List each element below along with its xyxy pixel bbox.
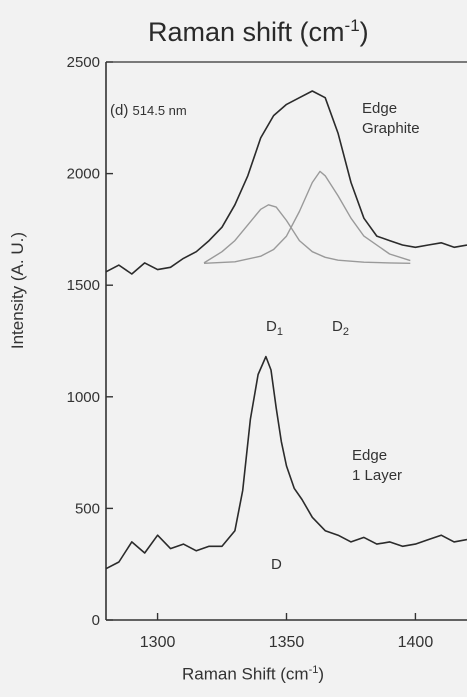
- annotation-edge-layer-1: Edge: [352, 447, 388, 464]
- y-tick-label: 1000: [67, 389, 100, 406]
- annotation-d: D: [271, 556, 282, 573]
- y-tick-label: 2000: [67, 166, 100, 183]
- y-tick-label: 2500: [67, 54, 100, 71]
- y-axis-label: Intensity (A. U.): [8, 232, 27, 350]
- y-tick-label: 1500: [67, 277, 100, 294]
- y-tick-label: 0: [92, 612, 100, 629]
- panel-label: (d) 514.5 nm: [110, 102, 187, 119]
- series-edge-1-layer: [105, 355, 467, 570]
- x-tick-label: 1300: [140, 634, 176, 651]
- annotation-d1: D1: [266, 318, 283, 338]
- series-d1-fit: [203, 204, 411, 264]
- annotation-d2: D2: [332, 318, 349, 338]
- annotation-edge-graphite-2: Graphite: [362, 120, 420, 137]
- series-edge-graphite: [105, 90, 467, 275]
- chart-title: Raman shift (cm-1): [148, 16, 369, 47]
- x-tick-label: 1350: [269, 634, 305, 651]
- annotation-edge-layer-2: 1 Layer: [352, 467, 403, 484]
- y-tick-label: 500: [75, 500, 100, 517]
- x-tick-label: 1400: [398, 634, 434, 651]
- x-axis-label: Raman Shift (cm-1): [182, 664, 325, 684]
- annotation-edge-graphite-1: Edge: [362, 100, 398, 117]
- series-d2-fit: [203, 170, 411, 264]
